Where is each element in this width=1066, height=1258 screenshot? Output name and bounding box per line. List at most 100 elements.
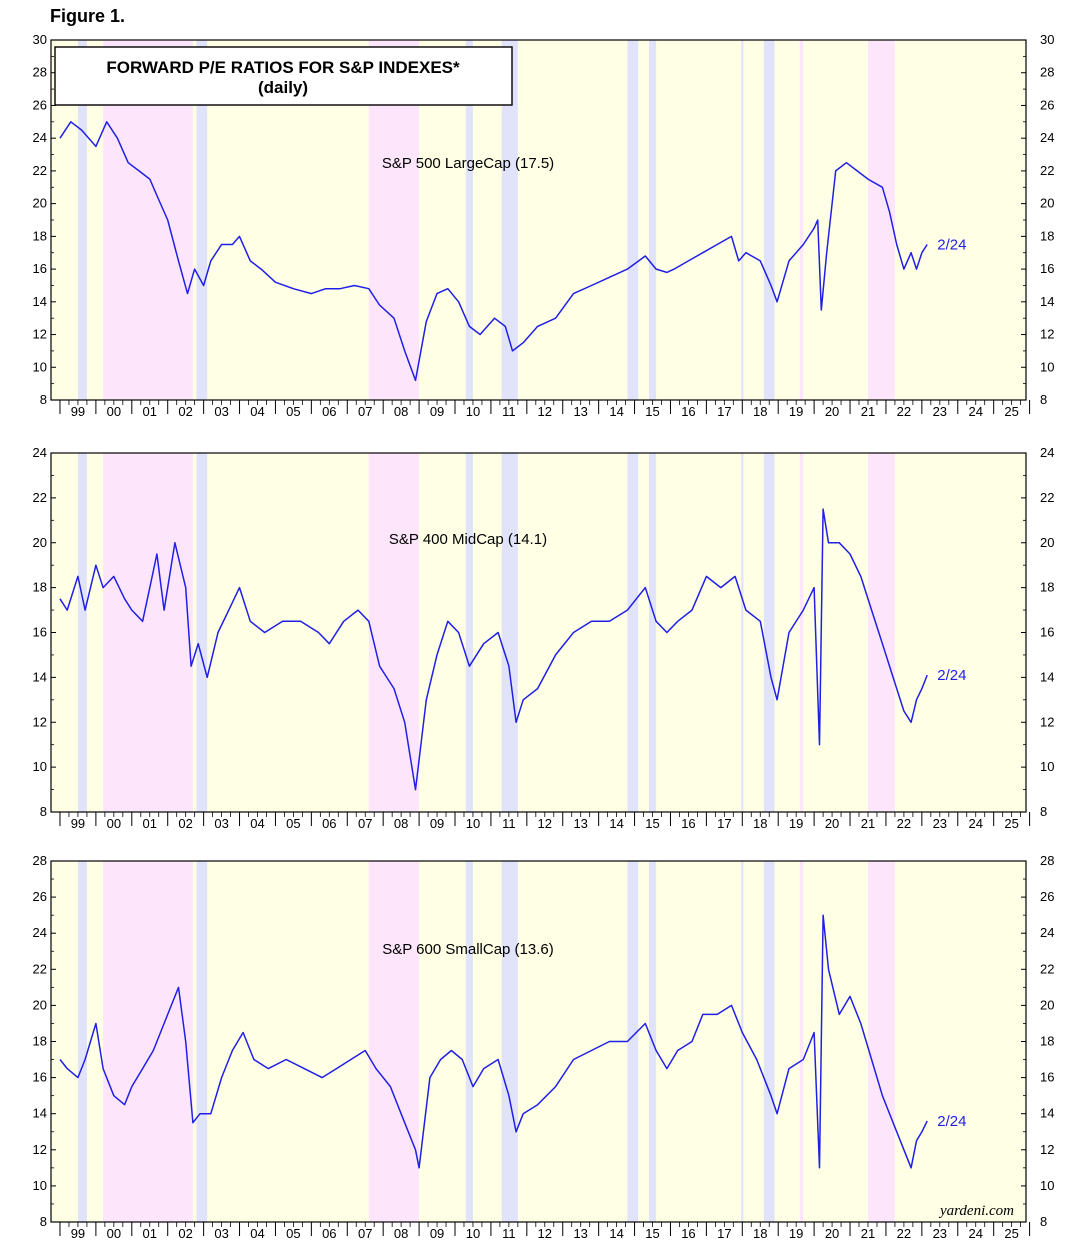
y-tick-label-right: 26 — [1040, 97, 1054, 112]
x-tick-label: 08 — [394, 1226, 408, 1241]
x-tick-label: 14 — [609, 816, 623, 831]
y-tick-label-right: 10 — [1040, 759, 1054, 774]
shaded-period — [799, 453, 804, 812]
x-tick-label: 00 — [107, 404, 121, 419]
y-tick-label-right: 16 — [1040, 625, 1054, 640]
y-tick-label-left: 8 — [40, 392, 47, 407]
y-tick-label-left: 12 — [33, 714, 47, 729]
x-tick-label: 11 — [502, 1226, 516, 1241]
y-tick-label-right: 12 — [1040, 327, 1054, 342]
y-tick-label-right: 22 — [1040, 163, 1054, 178]
x-tick-label: 14 — [609, 404, 623, 419]
x-tick-label: 99 — [71, 1226, 85, 1241]
y-tick-label-left: 20 — [33, 196, 47, 211]
x-tick-label: 03 — [214, 816, 228, 831]
shaded-period — [501, 861, 518, 1222]
x-tick-label: 10 — [466, 404, 480, 419]
credit: yardeni.com — [938, 1203, 1014, 1219]
shaded-period — [627, 453, 639, 812]
x-tick-label: 06 — [322, 1226, 336, 1241]
x-tick-label: 18 — [753, 1226, 767, 1241]
shaded-period — [103, 453, 193, 812]
y-tick-label-left: 26 — [33, 889, 47, 904]
shaded-period — [501, 453, 518, 812]
x-tick-label: 20 — [825, 816, 839, 831]
x-tick-label: 18 — [753, 404, 767, 419]
shaded-period — [103, 861, 193, 1222]
x-tick-label: 13 — [573, 404, 587, 419]
series-name-label: S&P 500 LargeCap (17.5) — [382, 155, 554, 172]
shaded-period — [648, 40, 657, 400]
shaded-period — [763, 40, 775, 400]
shaded-period — [196, 40, 208, 400]
y-tick-label-left: 20 — [33, 535, 47, 550]
x-tick-label: 21 — [861, 404, 875, 419]
x-tick-label: 22 — [897, 404, 911, 419]
y-tick-label-left: 20 — [33, 997, 47, 1012]
y-tick-label-left: 26 — [33, 97, 47, 112]
y-tick-label-right: 26 — [1040, 889, 1054, 904]
x-tick-label: 05 — [286, 816, 300, 831]
shaded-period — [763, 861, 775, 1222]
series-line — [59, 121, 928, 382]
plot-frame — [50, 452, 1027, 813]
shaded-period — [196, 453, 208, 812]
y-tick-label-right: 18 — [1040, 228, 1054, 243]
y-tick-label-left: 16 — [33, 1070, 47, 1085]
y-tick-label-right: 18 — [1040, 1034, 1054, 1049]
x-tick-label: 02 — [178, 816, 192, 831]
shaded-period — [77, 861, 87, 1222]
x-tick-label: 25 — [1004, 816, 1018, 831]
y-tick-label-left: 14 — [33, 294, 47, 309]
shaded-period — [741, 861, 744, 1222]
x-tick-label: 15 — [645, 404, 659, 419]
shaded-period — [741, 453, 744, 812]
x-tick-label: 20 — [825, 1226, 839, 1241]
title-box: FORWARD P/E RATIOS FOR S&P INDEXES* (dai… — [54, 46, 513, 106]
end-date-label: 2/24 — [937, 667, 966, 684]
shaded-period — [465, 453, 473, 812]
shaded-period — [77, 40, 87, 400]
x-tick-label: 20 — [825, 404, 839, 419]
y-tick-label-right: 8 — [1040, 392, 1047, 407]
y-tick-label-left: 12 — [33, 327, 47, 342]
y-tick-label-right: 14 — [1040, 294, 1054, 309]
y-tick-label-right: 8 — [1040, 1214, 1047, 1229]
y-tick-label-right: 24 — [1040, 925, 1054, 940]
chart-subtitle: (daily) — [258, 78, 308, 97]
x-tick-label: 22 — [897, 816, 911, 831]
series-name-label: S&P 400 MidCap (14.1) — [389, 531, 547, 548]
y-tick-label-left: 24 — [33, 925, 47, 940]
series-line — [59, 508, 928, 791]
x-tick-label: 02 — [178, 1226, 192, 1241]
y-tick-label-right: 14 — [1040, 1106, 1054, 1121]
y-tick-label-left: 24 — [33, 445, 47, 460]
y-tick-label-left: 28 — [33, 853, 47, 868]
x-tick-label: 15 — [645, 816, 659, 831]
x-tick-label: 12 — [538, 404, 552, 419]
x-tick-label: 09 — [430, 404, 444, 419]
shaded-period — [627, 861, 639, 1222]
x-tick-label: 09 — [430, 816, 444, 831]
shaded-period — [763, 453, 775, 812]
x-tick-label: 19 — [789, 1226, 803, 1241]
y-tick-label-right: 20 — [1040, 196, 1054, 211]
x-tick-label: 23 — [933, 1226, 947, 1241]
shaded-period — [799, 40, 804, 400]
x-tick-label: 01 — [143, 1226, 157, 1241]
series-name-label: S&P 600 SmallCap (13.6) — [382, 941, 553, 958]
x-tick-label: 23 — [933, 816, 947, 831]
x-tick-label: 05 — [286, 1226, 300, 1241]
x-tick-label: 11 — [502, 404, 516, 419]
x-tick-label: 99 — [71, 816, 85, 831]
figure-label: Figure 1. — [50, 6, 126, 26]
x-tick-label: 15 — [645, 1226, 659, 1241]
x-tick-label: 23 — [933, 404, 947, 419]
x-tick-label: 08 — [394, 816, 408, 831]
x-tick-label: 16 — [681, 816, 695, 831]
y-tick-label-left: 22 — [33, 490, 47, 505]
x-tick-label: 02 — [178, 404, 192, 419]
y-tick-label-right: 24 — [1040, 445, 1054, 460]
x-tick-label: 01 — [143, 404, 157, 419]
shaded-period — [741, 40, 744, 400]
